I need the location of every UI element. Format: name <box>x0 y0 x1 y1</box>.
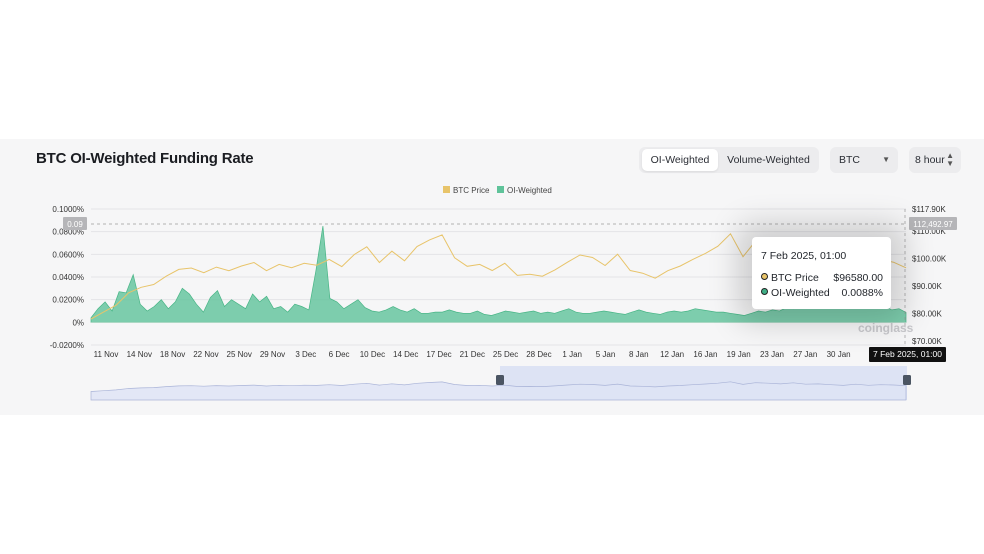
y-left-tick-label: 0.0800% <box>52 228 84 237</box>
tab-oi-weighted[interactable]: OI-Weighted <box>642 149 718 171</box>
x-tick-label: 29 Nov <box>260 350 285 359</box>
y-right-tick-label: $90.00K <box>912 282 942 291</box>
x-tick-label: 5 Jan <box>596 350 616 359</box>
zoom-preview-series <box>90 381 907 401</box>
legend-swatch-btc-price[interactable] <box>443 186 450 193</box>
tooltip-label: OI-Weighted <box>771 287 830 299</box>
tooltip-row-oi-weighted: OI-Weighted 0.0088% <box>761 286 883 300</box>
x-tick-label: 14 Dec <box>393 350 418 359</box>
y-left-tick-label: -0.0200% <box>50 341 84 350</box>
x-tick-label: 23 Jan <box>760 350 784 359</box>
y-left-tick-label: 0.0600% <box>52 250 84 259</box>
interval-select[interactable]: 8 hour ▲ ▼ <box>909 147 961 173</box>
tooltip-row-btc-price: BTC Price $96580.00 <box>761 271 883 285</box>
x-tick-label: 19 Jan <box>727 350 751 359</box>
tooltip-dot-btc-price <box>761 273 768 280</box>
tooltip-label: BTC Price <box>771 272 819 284</box>
legend-label-btc-price[interactable]: BTC Price <box>453 186 490 195</box>
pointer-left-label-bg <box>63 217 87 230</box>
tooltip-value: $96580.00 <box>833 272 883 284</box>
pointer-right-label: 112,492.97 <box>913 220 953 229</box>
zoom-handle-left[interactable] <box>496 375 504 385</box>
tooltip-dot-oi-weighted <box>761 288 768 295</box>
series-area-oi-weighted <box>90 225 907 323</box>
x-tick-label: 25 Dec <box>493 350 518 359</box>
tooltip-date: 7 Feb 2025, 01:00 <box>761 250 847 262</box>
x-tick-label: 27 Jan <box>793 350 817 359</box>
coin-select[interactable]: BTC ▼ <box>830 147 898 173</box>
legend-label-oi-weighted[interactable]: OI-Weighted <box>507 186 552 195</box>
y-axis-right: $117.90K $110.00K $100.00K $90.00K $80.00K $7… <box>912 205 947 346</box>
x-tick-label: 3 Dec <box>295 350 316 359</box>
tooltip-value: 0.0088% <box>841 287 883 299</box>
pointer-left-label: 0.09 <box>67 220 83 229</box>
chevron-down-icon: ▼ <box>882 155 890 164</box>
x-tick-label: 22 Nov <box>193 350 218 359</box>
zoom-handle-right[interactable] <box>903 375 911 385</box>
weighting-toggle: OI-Weighted Volume-Weighted <box>639 147 819 173</box>
sort-updown-icon: ▲ ▼ <box>946 151 954 168</box>
legend-swatch-oi-weighted[interactable] <box>497 186 504 193</box>
x-tick-label: 28 Dec <box>526 350 551 359</box>
y-right-tick-label: $80.00K <box>912 309 942 318</box>
y-left-tick-label: 0% <box>72 318 84 327</box>
x-tick-label: 10 Dec <box>360 350 385 359</box>
x-axis-pointer-label: 7 Feb 2025, 01:00 <box>869 347 947 362</box>
zoom-slider[interactable] <box>90 366 911 401</box>
axis-pointer: 0.09 112,492.97 <box>63 209 957 347</box>
x-tick-label: 8 Jan <box>629 350 649 359</box>
page-title: BTC OI-Weighted Funding Rate <box>36 150 254 167</box>
y-left-tick-label: 0.0200% <box>52 296 84 305</box>
series-layer <box>90 225 907 323</box>
y-left-tick-label: 0.0400% <box>52 273 84 282</box>
x-tick-label: 6 Dec <box>329 350 350 359</box>
y-right-tick-label: $70.00K <box>912 337 942 346</box>
x-tick-label: 12 Jan <box>660 350 684 359</box>
pointer-right-label-bg <box>909 217 957 230</box>
y-axis-left: 0.1000% 0.0800% 0.0600% 0.0400% 0.0200% 0% -0.… <box>50 205 84 350</box>
x-axis: 11 Nov 14 Nov 18 Nov 22 Nov 25 Nov 29 Nov 3 De… <box>94 350 875 359</box>
tooltip: 7 Feb 2025, 01:00 BTC Price $96580.00 OI… <box>752 237 891 309</box>
tab-volume-weighted[interactable]: Volume-Weighted <box>727 154 810 166</box>
coin-select-value: BTC <box>839 154 860 166</box>
x-tick-label: 21 Dec <box>460 350 485 359</box>
x-tick-label: 1 Jan <box>562 350 582 359</box>
x-tick-label: 30 Jan <box>827 350 851 359</box>
interval-select-value: 8 hour <box>915 154 945 166</box>
y-right-tick-label: $117.90K <box>912 205 946 214</box>
y-left-tick-label: 0.1000% <box>52 205 84 214</box>
y-right-tick-label: $110.00K <box>912 227 946 236</box>
x-tick-label: 17 Dec <box>426 350 451 359</box>
x-tick-label: 11 Nov <box>94 350 119 359</box>
watermark: coinglass <box>858 321 914 335</box>
chart-legend: BTC Price OI-Weighted <box>443 186 552 195</box>
y-right-tick-label: $100.00K <box>912 254 947 263</box>
x-tick-label: 16 Jan <box>693 350 717 359</box>
x-tick-label: 18 Nov <box>160 350 185 359</box>
x-tick-label: 25 Nov <box>227 350 252 359</box>
x-tick-label: 14 Nov <box>127 350 152 359</box>
